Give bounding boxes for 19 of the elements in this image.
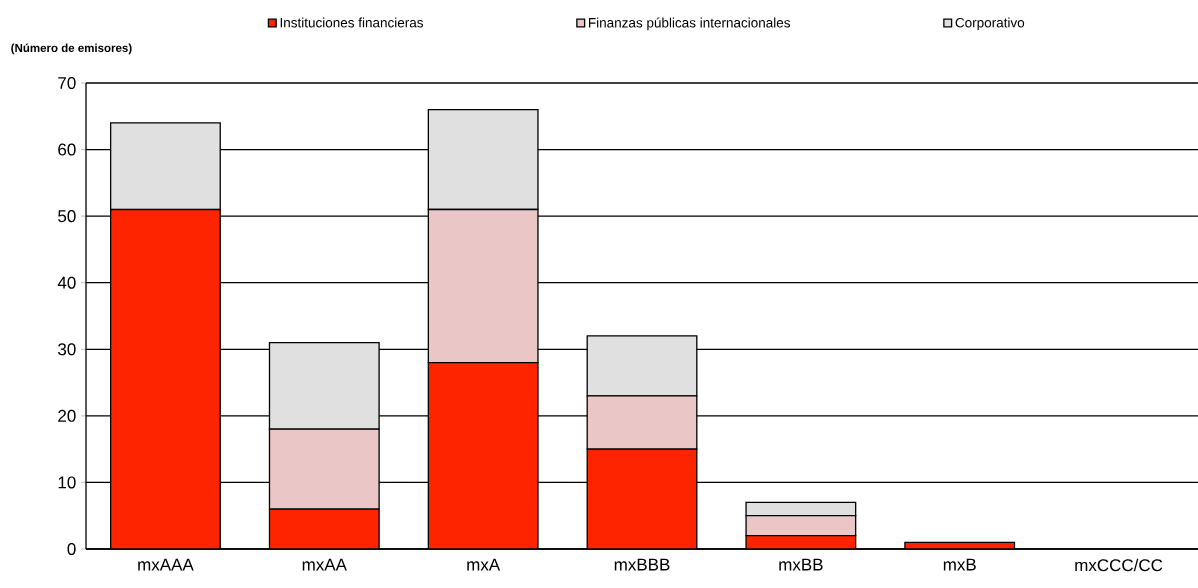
y-axis-title: (Número de emisores): [11, 43, 132, 55]
x-tick-label: mxCCC/CC: [1075, 558, 1163, 572]
x-tick-label: mxBBB: [614, 558, 670, 571]
y-tick-label: 40: [57, 276, 76, 289]
x-tick-label: mxBB: [779, 558, 823, 571]
x-tick-label: mxAA: [302, 558, 347, 571]
y-tick-label: 60: [58, 143, 76, 156]
x-tick-label: mxB: [943, 558, 976, 571]
legend-label: Instituciones financieras: [280, 17, 424, 28]
legend-label: Corporativo: [955, 17, 1025, 31]
legend-label: Finanzas públicas internacionales: [589, 17, 791, 31]
y-tick-label: 0: [67, 542, 76, 556]
y-tick-label: 30: [58, 343, 76, 356]
y-tick-label: 50: [58, 210, 76, 223]
x-tick-label: mxA: [467, 558, 501, 571]
x-tick-label: mxAAA: [138, 558, 194, 571]
y-tick-label: 20: [58, 409, 76, 422]
y-tick-label: 10: [58, 476, 76, 489]
y-tick-label: 70: [58, 76, 76, 90]
